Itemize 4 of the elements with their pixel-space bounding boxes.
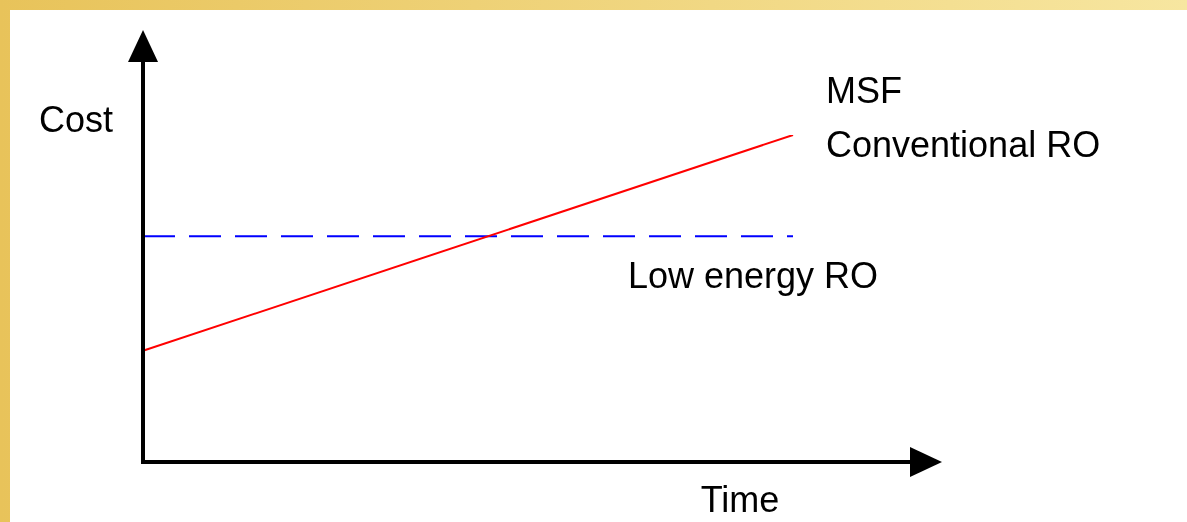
series-label: Low energy RO [628, 255, 879, 297]
series-label: MSF Conventional RO [826, 70, 1101, 165]
y-axis-title: Cost [38, 99, 113, 140]
x-axis-title: Time [700, 479, 780, 520]
